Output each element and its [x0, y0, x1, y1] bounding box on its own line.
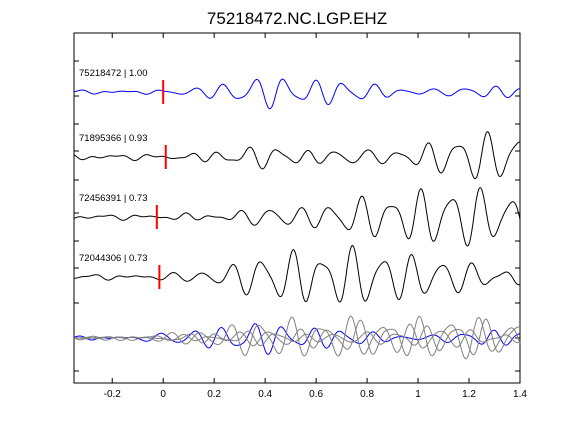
x-tick-label: 0 [160, 389, 166, 400]
x-tick-label: 0.2 [207, 389, 221, 400]
trace-line [73, 244, 521, 303]
x-tick-label: -0.2 [104, 389, 122, 400]
stacked-traces [73, 315, 521, 360]
x-tick-label: 0.6 [309, 389, 323, 400]
trace-line [73, 78, 521, 110]
trace-line [73, 187, 521, 247]
x-tick-label: 0.4 [258, 389, 272, 400]
trace-group: 75218472 | 1.00 71895366 | 0.93 72456391 |… [73, 68, 521, 303]
stack-trace-line [73, 323, 521, 355]
trace-label: 71895366 | 0.93 [79, 133, 148, 144]
x-axis: -0.2 0 0.2 0.4 0.6 0.8 1 1.2 1.4 [74, 32, 527, 400]
x-tick-label: 0.8 [360, 389, 374, 400]
plot-frame [73, 32, 521, 384]
x-tick-label: 1.4 [513, 389, 527, 400]
trace-label: 72044306 | 0.73 [79, 253, 148, 264]
x-tick-label: 1 [415, 389, 421, 400]
trace-line [73, 131, 520, 180]
stack-trace-line [73, 318, 521, 356]
trace-label: 75218472 | 1.00 [79, 68, 148, 79]
trace-label: 72456391 | 0.73 [79, 193, 148, 204]
stack-trace-line [73, 315, 521, 357]
chart-title: 75218472.NC.LGP.EHZ [207, 9, 387, 28]
x-tick-label: 1.2 [462, 389, 476, 400]
